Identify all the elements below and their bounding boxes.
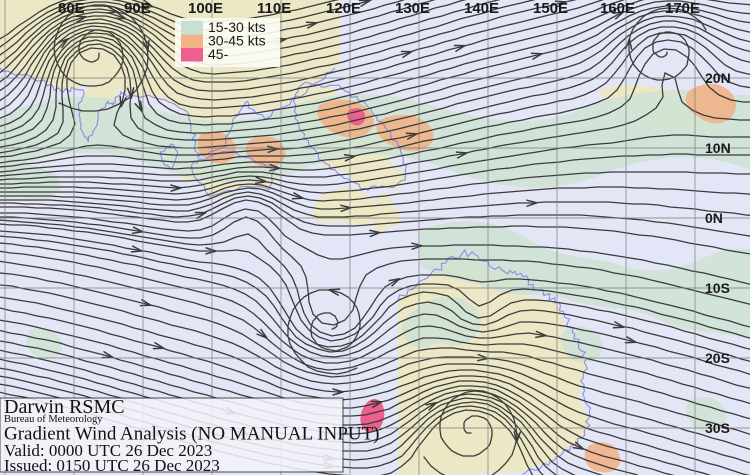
svg-text:0N: 0N: [705, 210, 723, 226]
svg-text:20N: 20N: [705, 70, 731, 86]
svg-text:140E: 140E: [464, 0, 499, 17]
svg-text:10N: 10N: [705, 140, 731, 156]
svg-text:20S: 20S: [705, 350, 730, 366]
svg-text:170E: 170E: [665, 0, 700, 17]
svg-text:150E: 150E: [533, 0, 568, 17]
svg-text:130E: 130E: [395, 0, 430, 17]
svg-text:45-: 45-: [208, 46, 229, 62]
svg-text:30S: 30S: [705, 420, 730, 436]
svg-text:10S: 10S: [705, 280, 730, 296]
svg-text:90E: 90E: [124, 0, 151, 17]
svg-text:160E: 160E: [600, 0, 635, 17]
svg-text:110E: 110E: [257, 0, 291, 17]
svg-text:Issued: 0150 UTC 26 Dec 2023: Issued: 0150 UTC 26 Dec 2023: [4, 456, 220, 475]
svg-text:120E: 120E: [326, 0, 361, 17]
svg-text:100E: 100E: [188, 0, 223, 17]
svg-text:80E: 80E: [58, 0, 85, 17]
